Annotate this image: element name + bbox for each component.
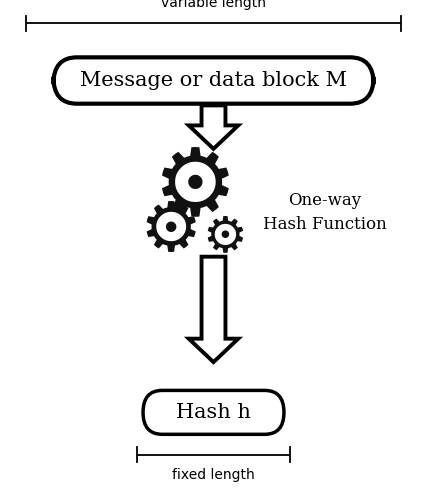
- Polygon shape: [188, 105, 238, 149]
- Text: Hash h: Hash h: [176, 403, 250, 422]
- Text: One-way
Hash Function: One-way Hash Function: [262, 192, 386, 232]
- Text: ⚙: ⚙: [152, 142, 236, 234]
- Text: ⚙: ⚙: [139, 198, 201, 265]
- FancyBboxPatch shape: [53, 58, 373, 103]
- FancyBboxPatch shape: [143, 390, 283, 434]
- Text: fixed length: fixed length: [172, 468, 254, 483]
- Text: variable length: variable length: [161, 0, 265, 10]
- Text: Message or data block M: Message or data block M: [80, 71, 346, 90]
- Polygon shape: [188, 257, 238, 362]
- Text: ⚙: ⚙: [202, 213, 247, 261]
